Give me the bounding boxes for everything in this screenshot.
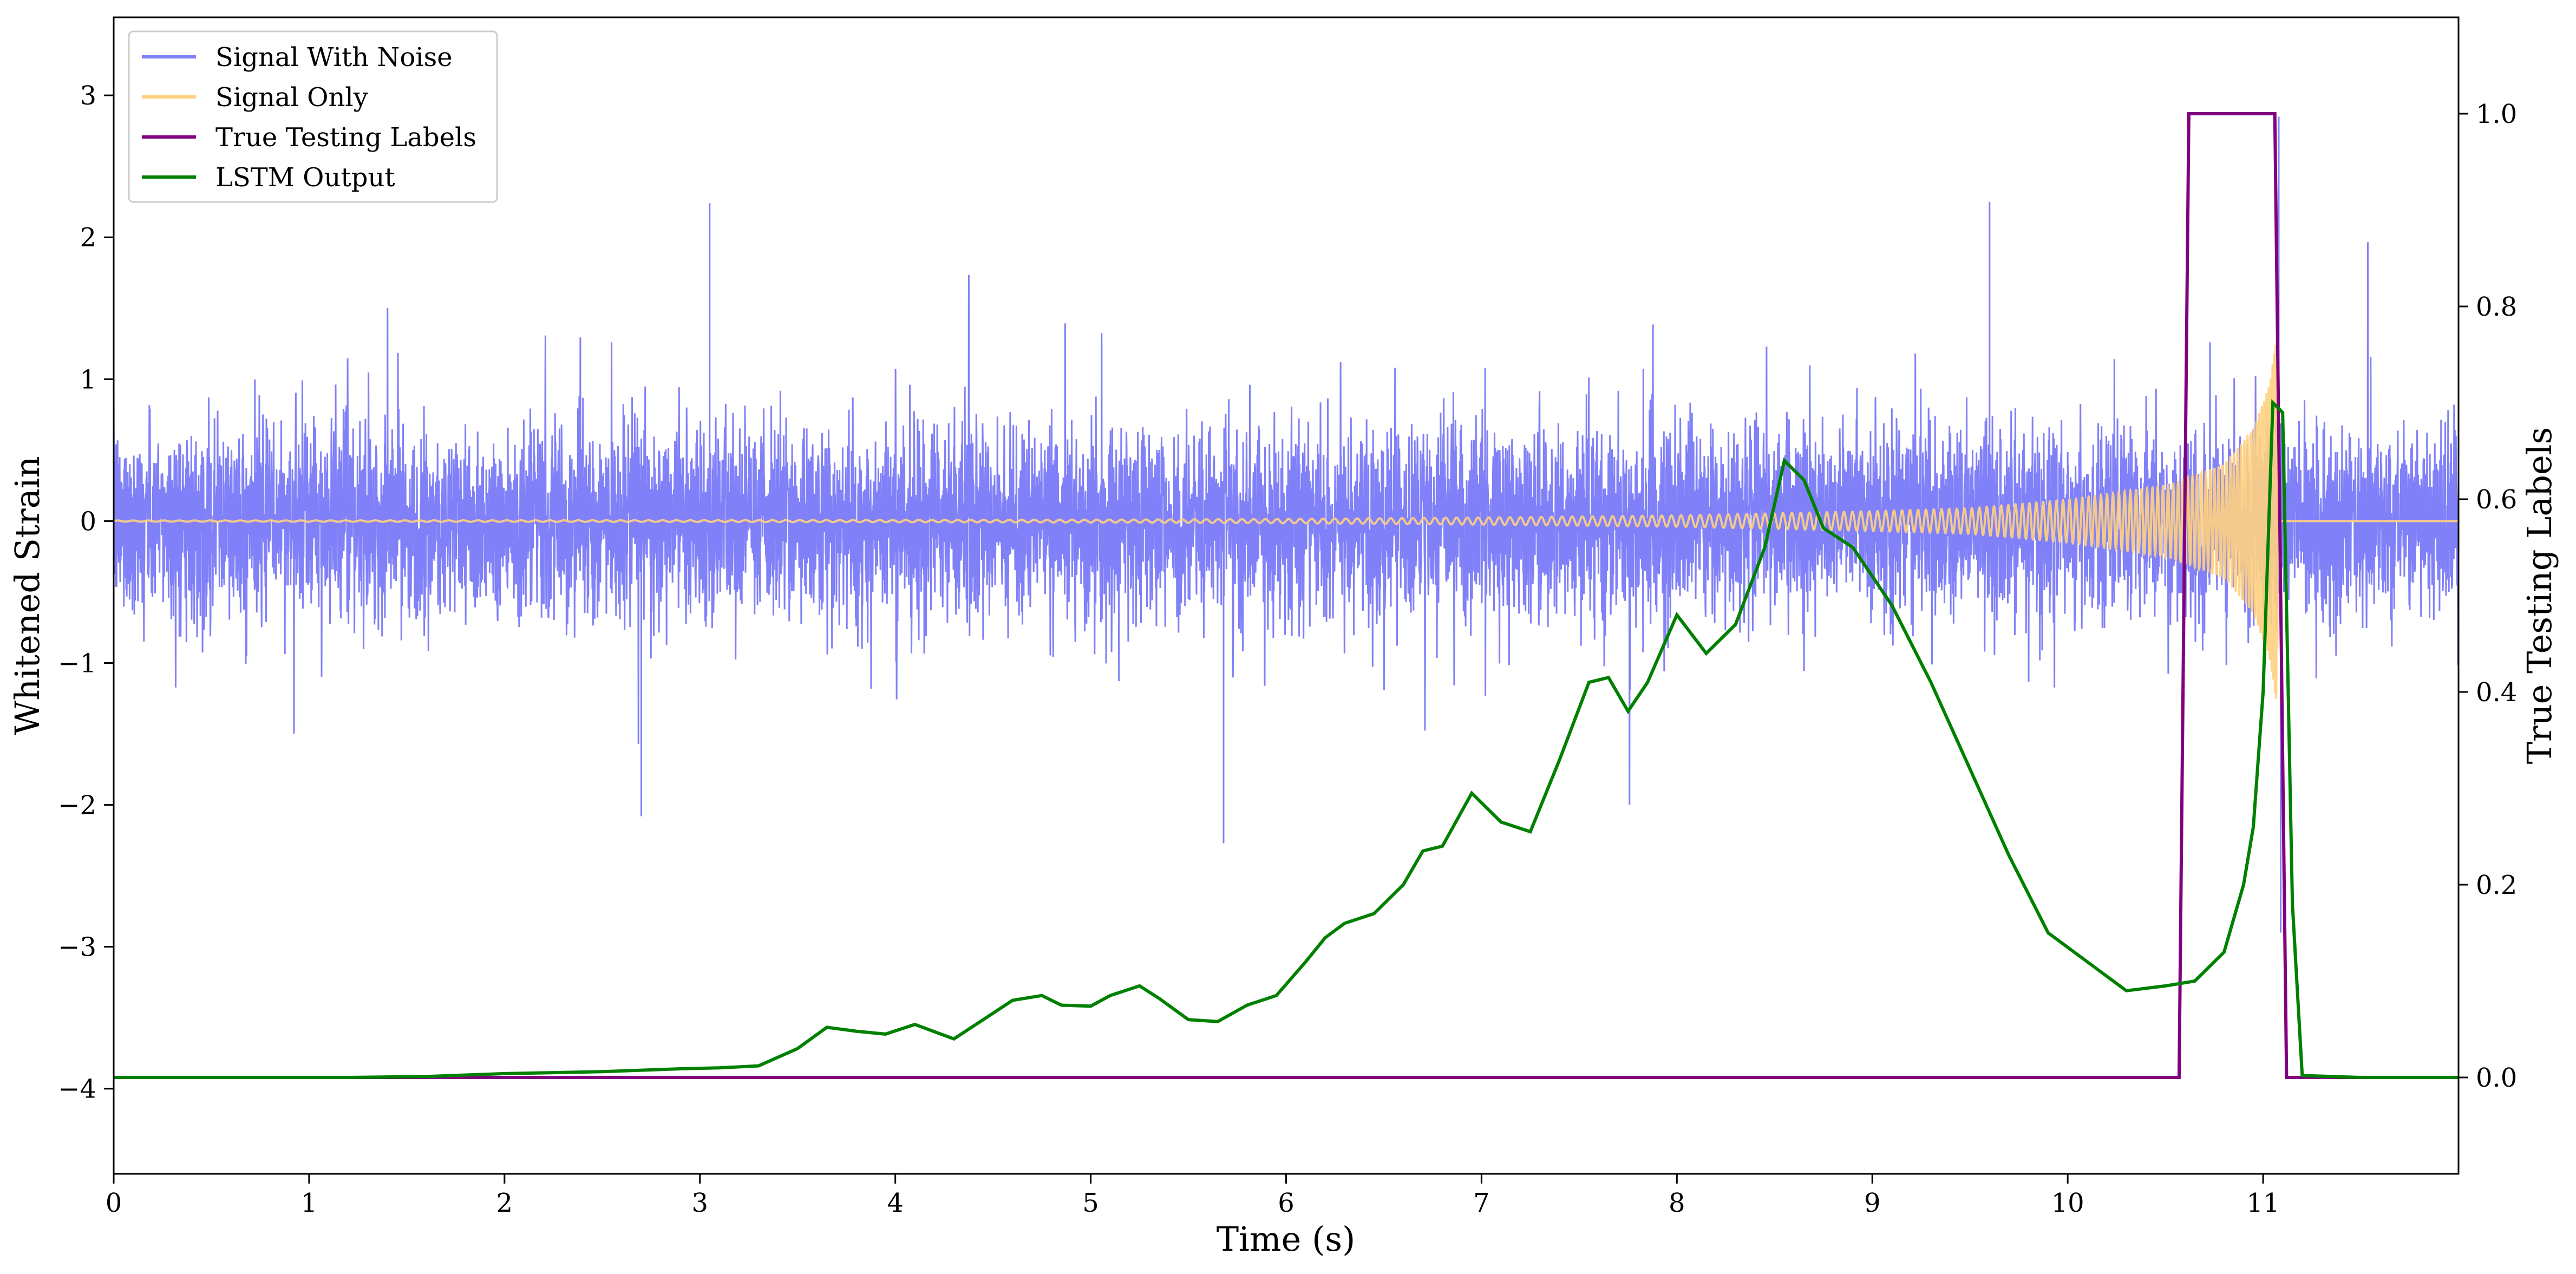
x-axis-title: Time (s) <box>1217 1219 1356 1259</box>
y-axis-title: Whitened Strain <box>8 456 47 735</box>
x-tick-label: 1 <box>301 1188 318 1218</box>
y-tick-label: 2 <box>80 223 96 253</box>
y-tick-label: −2 <box>58 790 96 821</box>
legend-label: LSTM Output <box>215 162 395 193</box>
y-tick-label: −4 <box>58 1074 96 1105</box>
legend-label: True Testing Labels <box>215 122 476 153</box>
x-axis: 0 1 2 3 4 5 6 7 8 9 10 11 <box>106 1174 2280 1218</box>
y2-tick-label: 0.0 <box>2476 1063 2517 1093</box>
x-tick-label: 4 <box>887 1188 904 1218</box>
legend-label: Signal Only <box>215 82 368 113</box>
x-tick-label: 8 <box>1669 1188 1685 1218</box>
series-lstm-output <box>114 399 2459 1079</box>
x-tick-label: 9 <box>1864 1188 1881 1218</box>
x-tick-label: 6 <box>1278 1188 1294 1218</box>
x-tick-label: 5 <box>1082 1188 1099 1218</box>
series-signal-with-noise <box>114 242 2459 805</box>
x-tick-label: 3 <box>691 1188 708 1218</box>
x-tick-label: 11 <box>2247 1188 2280 1218</box>
y2-tick-label: 1.0 <box>2476 99 2517 129</box>
y-axis-left: −4 −3 −2 −1 0 1 2 3 <box>58 81 114 1105</box>
y-tick-label: 0 <box>80 506 96 537</box>
legend-label: Signal With Noise <box>215 42 453 73</box>
series-signal-only <box>114 340 2459 699</box>
x-tick-label: 0 <box>106 1188 122 1218</box>
y-tick-label: −1 <box>58 648 96 678</box>
x-tick-label: 2 <box>496 1188 513 1218</box>
y2-tick-label: 0.8 <box>2476 292 2517 322</box>
x-tick-label: 10 <box>2051 1188 2084 1218</box>
y2-tick-label: 0.4 <box>2476 677 2517 708</box>
y-tick-label: −3 <box>58 932 96 963</box>
y2-tick-label: 0.2 <box>2476 870 2517 900</box>
y2-tick-label: 0.6 <box>2476 485 2517 515</box>
legend-box <box>128 30 498 203</box>
y-tick-label: 1 <box>80 364 96 395</box>
legend: Signal With Noise Signal Only True Testing… <box>128 30 498 203</box>
y2-axis-title: True Testing Labels <box>2520 427 2559 765</box>
y-tick-label: 3 <box>80 81 96 111</box>
y-axis-right: 0.0 0.2 0.4 0.6 0.8 1.0 <box>2459 99 2517 1093</box>
series-layer <box>114 112 2459 1079</box>
x-tick-label: 7 <box>1473 1188 1490 1218</box>
